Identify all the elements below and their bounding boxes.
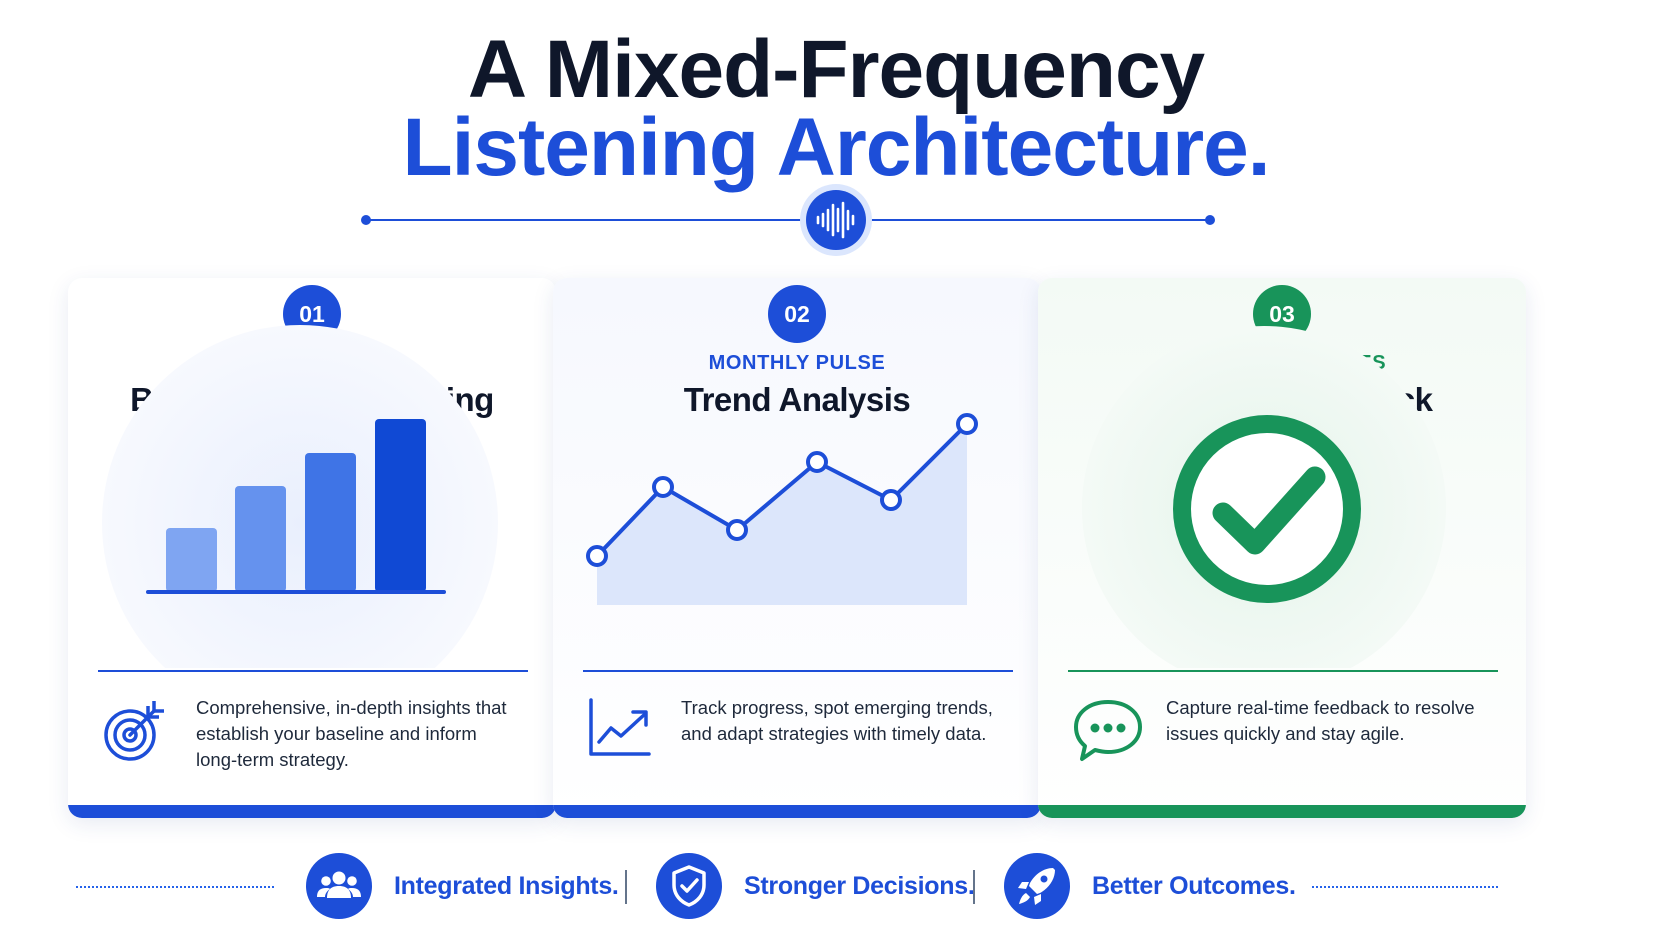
outcome-separator — [625, 870, 627, 904]
line-chart-icon — [586, 413, 978, 605]
card-number-badge: 02 — [768, 285, 826, 343]
divider-right-dot — [1205, 215, 1215, 225]
card-heading: Trend Analysis — [683, 381, 911, 418]
card-annual-census: 01 ANNUAL CENSUS Baseline Benchmarking C… — [68, 278, 556, 818]
checkmark-circle-icon — [1082, 326, 1446, 668]
decorative-dotted-line-left — [76, 886, 274, 890]
card-accent-bar — [1038, 805, 1526, 818]
card-divider — [583, 670, 1013, 672]
card-description: Comprehensive, in-depth insights that es… — [196, 697, 507, 770]
card-description: Track progress, spot emerging trends, an… — [681, 697, 993, 744]
page-title-line-2: Listening Architecture. — [402, 102, 1271, 193]
divider-line-right — [866, 219, 1210, 221]
card-weekly-activities: 03 WEEKLY ACTIVITIES Real-time Feedback … — [1038, 278, 1526, 818]
people-group-icon — [306, 853, 372, 919]
page-title-line-1: A Mixed-Frequency — [467, 24, 1205, 115]
outcome-label: Integrated Insights. — [394, 872, 619, 900]
card-description: Capture real-time feedback to resolve is… — [1166, 697, 1475, 744]
bar-chart-icon — [102, 325, 498, 668]
card-eyebrow: MONTHLY PULSE — [708, 352, 886, 374]
outcome-separator — [973, 870, 975, 904]
decorative-dotted-line-right — [1312, 886, 1498, 890]
outcome-label: Better Outcomes. — [1092, 872, 1296, 900]
sound-wave-icon — [806, 190, 866, 250]
card-accent-bar — [68, 805, 556, 818]
chat-bubble-icon — [1074, 700, 1142, 761]
card-monthly-pulse: 02 MONTHLY PULSE Trend Analysis Track pr… — [553, 278, 1041, 818]
card-divider — [1068, 670, 1498, 672]
rocket-icon — [1004, 853, 1070, 919]
divider-line-left — [366, 219, 806, 221]
shield-check-icon — [656, 853, 722, 919]
trend-up-icon — [589, 698, 651, 756]
card-divider — [98, 670, 528, 672]
outcome-label: Stronger Decisions. — [744, 872, 975, 900]
card-accent-bar — [553, 805, 1041, 818]
target-icon — [104, 701, 164, 761]
